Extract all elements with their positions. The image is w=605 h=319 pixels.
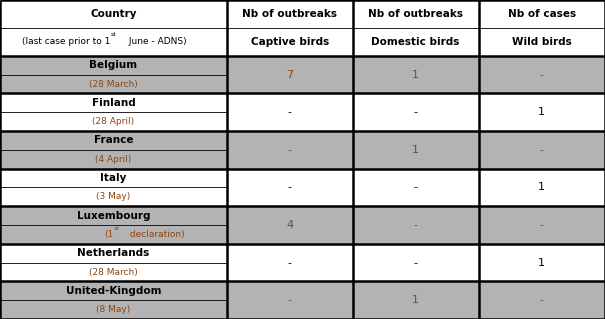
Text: Nb of cases: Nb of cases	[508, 9, 576, 19]
Bar	[0, 93, 605, 131]
Text: 1: 1	[538, 258, 545, 268]
Bar	[0, 56, 605, 93]
Text: (4 April): (4 April)	[95, 155, 132, 164]
Text: -: -	[288, 145, 292, 155]
Text: -: -	[414, 220, 417, 230]
Text: -: -	[540, 295, 544, 305]
Text: -: -	[414, 258, 417, 268]
Bar	[0, 169, 605, 206]
Text: 1: 1	[538, 182, 545, 192]
Text: Nb of outbreaks: Nb of outbreaks	[242, 9, 338, 19]
Text: (3 May): (3 May)	[96, 192, 131, 201]
Text: st: st	[114, 226, 119, 231]
Text: -: -	[288, 107, 292, 117]
Text: -: -	[414, 182, 417, 192]
Bar	[0, 131, 605, 169]
Text: declaration): declaration)	[126, 230, 185, 239]
Text: (28 March): (28 March)	[89, 268, 138, 277]
Text: (28 April): (28 April)	[93, 117, 134, 126]
Text: Netherlands: Netherlands	[77, 248, 149, 258]
Text: 7: 7	[286, 70, 293, 80]
Text: 1: 1	[412, 145, 419, 155]
Text: -: -	[540, 70, 544, 80]
Text: Country: Country	[90, 9, 137, 19]
Text: (1: (1	[104, 230, 114, 239]
Text: -: -	[414, 107, 417, 117]
Text: Italy: Italy	[100, 173, 126, 183]
Text: Nb of outbreaks: Nb of outbreaks	[368, 9, 463, 19]
Text: -: -	[288, 182, 292, 192]
Text: United-Kingdom: United-Kingdom	[66, 286, 161, 296]
Text: (8 May): (8 May)	[96, 305, 131, 314]
Bar	[0, 244, 605, 281]
Text: France: France	[94, 136, 133, 145]
Text: -: -	[540, 145, 544, 155]
Bar	[0, 0, 605, 56]
Text: -: -	[288, 258, 292, 268]
Bar	[0, 206, 605, 244]
Text: -: -	[540, 220, 544, 230]
Text: Captive birds: Captive birds	[250, 37, 329, 47]
Text: Wild birds: Wild birds	[512, 37, 572, 47]
Bar	[0, 281, 605, 319]
Text: (28 March): (28 March)	[89, 79, 138, 88]
Text: st: st	[110, 32, 116, 37]
Text: Belgium: Belgium	[90, 60, 137, 70]
Text: 1: 1	[538, 107, 545, 117]
Text: 1: 1	[412, 70, 419, 80]
Text: 4: 4	[286, 220, 293, 230]
Text: June - ADNS): June - ADNS)	[126, 37, 186, 46]
Text: 1: 1	[412, 295, 419, 305]
Text: Domestic birds: Domestic birds	[371, 37, 460, 47]
Text: (last case prior to 1: (last case prior to 1	[22, 37, 110, 46]
Text: -: -	[288, 295, 292, 305]
Text: Finland: Finland	[91, 98, 136, 108]
Text: Luxembourg: Luxembourg	[77, 211, 150, 221]
